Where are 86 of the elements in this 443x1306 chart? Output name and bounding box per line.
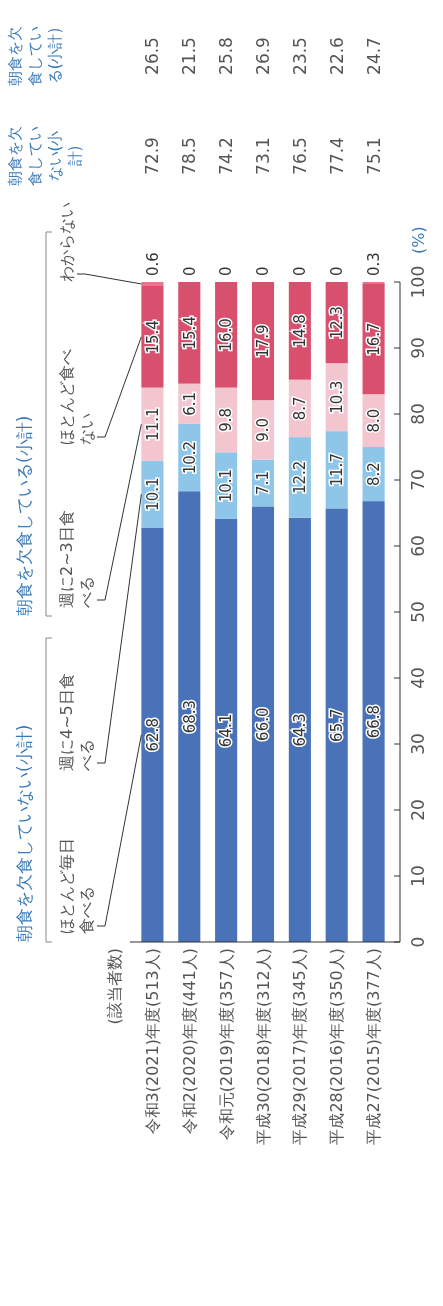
text: 24.7 (363, 37, 384, 75)
text: 朝食を欠食している(小計) (6, 26, 64, 86)
bar (215, 518, 238, 942)
x-tick-label: 平成27(2015)年度(377人) (364, 948, 384, 1145)
data-label: 10.1 (143, 477, 162, 511)
data-label: 16.7 (364, 322, 383, 356)
text: ほとんど食べない (57, 349, 96, 445)
data-label: 0 (254, 266, 273, 276)
y-tick-label: 50 (407, 601, 428, 623)
y-tick-label: 10 (407, 865, 428, 887)
text: 26.9 (252, 37, 273, 75)
x-tick-label: 平成29(2017)年度(345人) (290, 948, 310, 1145)
y-tick-label: 80 (407, 403, 428, 425)
y-tick-label: 100 (407, 265, 428, 299)
text: 23.5 (289, 37, 310, 75)
data-label: 65.7 (327, 708, 346, 742)
y-tick-label: 20 (407, 799, 428, 821)
data-label: 66.8 (364, 704, 383, 739)
data-label: 8.2 (364, 462, 383, 486)
data-label: 8.7 (291, 396, 310, 421)
text: 26.5 (142, 37, 163, 75)
data-label: 0.6 (143, 252, 162, 276)
text: 76.5 (289, 137, 310, 175)
text: 週に2~3日食べる (57, 510, 96, 608)
y-tick-label: 0 (407, 936, 428, 948)
data-label: 12.2 (291, 460, 310, 495)
text: 週に4~5日食べる (57, 673, 96, 771)
data-label: 11.7 (327, 453, 346, 487)
text: 75.1 (363, 137, 384, 175)
text: 73.1 (252, 137, 273, 175)
x-tick-label: 令和3(2021)年度(513人) (143, 948, 163, 1135)
text: 21.5 (179, 37, 200, 75)
data-label: 12.3 (327, 305, 346, 340)
data-label: 0 (180, 266, 199, 276)
text: 72.9 (142, 137, 163, 175)
bar (141, 527, 164, 942)
data-label: 0.3 (364, 252, 383, 276)
text: わからない (57, 202, 76, 282)
bar (141, 282, 164, 286)
text: 朝食を欠食していない(小計) (14, 724, 34, 942)
text: 74.2 (216, 137, 237, 175)
data-label: 68.3 (180, 699, 199, 734)
bar (251, 506, 275, 942)
text: (該当者数) (105, 948, 124, 1025)
data-label: 66.0 (254, 707, 273, 741)
data-label: 7.1 (254, 471, 273, 495)
data-label: 15.4 (143, 320, 162, 354)
y-axis-title: (%) (408, 226, 428, 254)
data-label: 62.8 (143, 718, 162, 752)
data-label: 64.3 (291, 713, 310, 747)
x-tick-label: 令和元(2019)年度(357人) (216, 948, 236, 1141)
text: 77.4 (326, 137, 347, 175)
data-label: 6.1 (180, 391, 199, 416)
text: 25.8 (216, 37, 237, 75)
x-tick-label: 令和2(2020)年度(441人) (179, 948, 199, 1135)
bar (288, 517, 311, 942)
data-label: 64.1 (217, 713, 236, 748)
text: 78.5 (179, 137, 200, 175)
text: 朝食を欠食している(小計) (14, 415, 34, 616)
data-label: 0 (291, 266, 310, 276)
data-label: 15.4 (180, 316, 199, 350)
y-tick-label: 60 (407, 535, 428, 557)
data-label: 16.0 (217, 318, 236, 352)
bar (325, 508, 348, 942)
data-label: 14.8 (291, 314, 310, 348)
data-label: 10.3 (327, 380, 346, 414)
data-label: 11.1 (143, 407, 162, 441)
data-label: 0 (217, 266, 236, 276)
data-label: 0 (327, 266, 346, 276)
text: 22.6 (326, 37, 347, 75)
data-label: 9.8 (217, 408, 236, 432)
data-label: 8.0 (364, 408, 383, 433)
data-label: 10.2 (180, 440, 199, 475)
data-label: 10.1 (217, 468, 236, 503)
y-tick-label: 90 (407, 337, 428, 359)
x-tick-label: 平成30(2018)年度(312人) (253, 948, 273, 1145)
bar (362, 501, 385, 942)
x-tick-label: 平成28(2016)年度(350人) (327, 948, 347, 1145)
data-label: 9.0 (254, 417, 273, 442)
text: ほとんど毎日食べる (57, 838, 96, 934)
y-tick-label: 30 (407, 733, 428, 755)
bar (178, 491, 201, 942)
data-label: 17.9 (254, 324, 273, 358)
y-tick-label: 40 (407, 667, 428, 689)
y-tick-label: 70 (407, 469, 428, 491)
text: 朝食を欠食していない(小計) (6, 126, 84, 186)
